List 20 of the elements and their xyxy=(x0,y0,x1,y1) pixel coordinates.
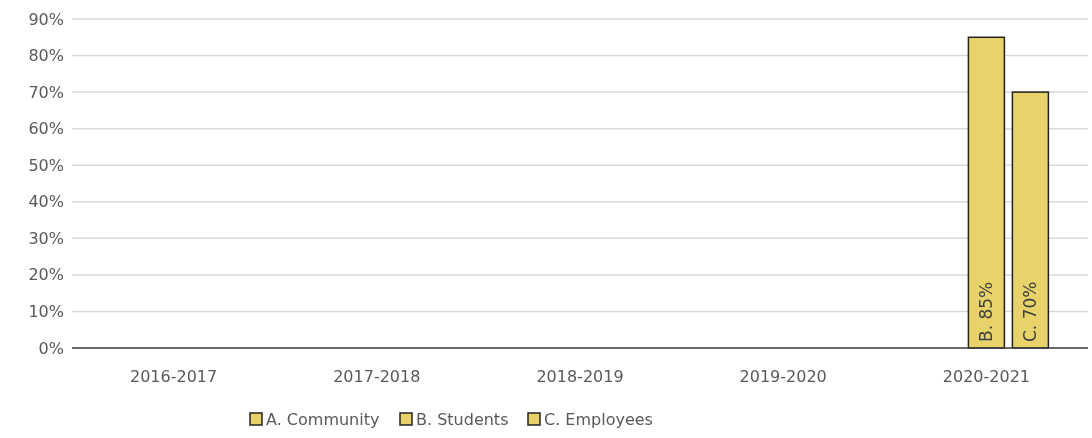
data-label: C. 70% xyxy=(1020,281,1041,342)
y-tick-label: 30% xyxy=(28,228,64,248)
legend-label: A. Community xyxy=(266,410,380,429)
legend-label: C. Employees xyxy=(544,410,653,429)
x-tick-label: 2020-2021 xyxy=(942,367,1031,386)
y-tick-label: 60% xyxy=(28,119,64,139)
x-tick-label: 2018-2019 xyxy=(536,367,624,386)
x-tick-label: 2019-2020 xyxy=(739,367,827,386)
y-tick-label: 10% xyxy=(28,302,64,322)
legend-label: B. Students xyxy=(416,410,509,429)
y-tick-label: 50% xyxy=(28,155,64,175)
x-tick-label: 2017-2018 xyxy=(333,367,421,386)
y-tick-label: 20% xyxy=(28,265,64,285)
x-tick-label: 2016-2017 xyxy=(129,367,218,386)
y-tick-label: 0% xyxy=(38,338,64,358)
data-label: B. 85% xyxy=(976,281,997,342)
y-tick-label: 80% xyxy=(28,46,64,66)
y-tick-label: 90% xyxy=(28,9,64,29)
y-tick-label: 40% xyxy=(28,192,64,212)
y-tick-label: 70% xyxy=(28,82,64,102)
